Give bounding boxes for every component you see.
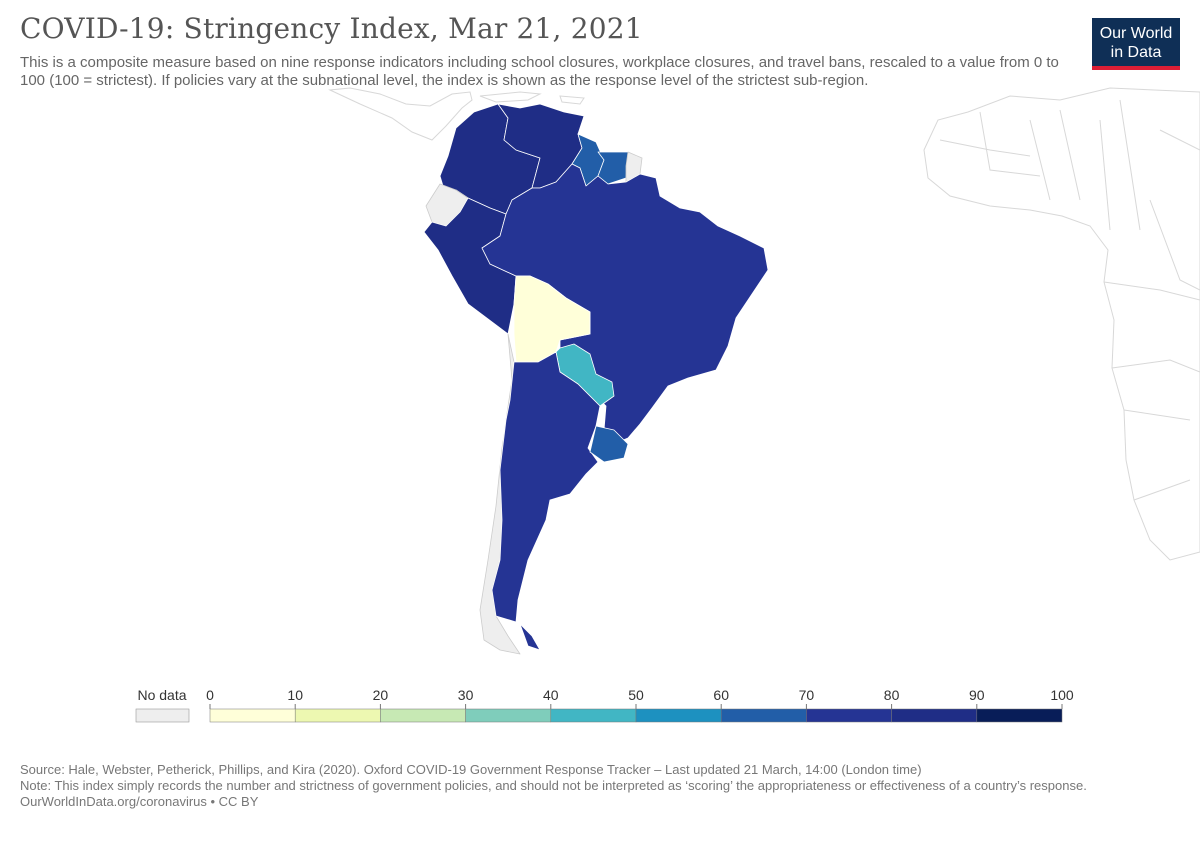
chart-subtitle: This is a composite measure based on nin… xyxy=(20,54,1059,89)
country-bolivia xyxy=(513,275,591,363)
legend-no-data-label: No data xyxy=(137,687,186,703)
legend-bin-4 xyxy=(550,708,637,723)
legend-tick-label-2: 20 xyxy=(373,687,389,703)
legend-bin-1 xyxy=(294,708,381,723)
legend-tick-label-0: 0 xyxy=(206,687,214,703)
country-argentina xyxy=(491,351,601,651)
context-landmasses xyxy=(328,87,1200,561)
legend-bin-0 xyxy=(209,708,296,723)
legend-tick-label-8: 80 xyxy=(884,687,900,703)
logo-line-2: in Data xyxy=(1110,44,1162,61)
caribbean-islands xyxy=(479,91,585,105)
legend-no-data-swatch xyxy=(135,708,190,723)
legend-bin-6 xyxy=(720,708,807,723)
legend-tick-label-5: 50 xyxy=(628,687,644,703)
legend-tick-label-7: 70 xyxy=(799,687,815,703)
footer-url[interactable]: OurWorldInData.org/coronavirus • CC BY xyxy=(20,794,259,809)
chart-title: COVID-19: Stringency Index, Mar 21, 2021 xyxy=(20,12,643,45)
legend-tick-label-1: 10 xyxy=(287,687,303,703)
owid-logo[interactable]: Our World in Data xyxy=(1092,18,1180,70)
legend-bin-2 xyxy=(380,708,466,723)
legend-bin-5 xyxy=(635,708,722,723)
legend-tick-label-6: 60 xyxy=(713,687,729,703)
legend-bin-7 xyxy=(806,708,892,723)
africa-outline xyxy=(923,87,1200,561)
legend-bin-3 xyxy=(465,708,552,723)
africa-borders xyxy=(939,99,1200,501)
source-text: Source: Hale, Webster, Petherick, Philli… xyxy=(20,762,922,777)
legend-tick-label-9: 90 xyxy=(969,687,985,703)
legend-bin-8 xyxy=(891,708,978,723)
legend-tick-label-3: 30 xyxy=(458,687,474,703)
chart-footer: Source: Hale, Webster, Petherick, Philli… xyxy=(20,762,1180,810)
central-america-outline xyxy=(328,87,473,141)
country-shapes xyxy=(423,103,769,655)
country-uruguay xyxy=(589,425,629,463)
legend-tick-label-4: 40 xyxy=(543,687,559,703)
logo-line-1: Our World xyxy=(1099,25,1173,42)
note-text: Note: This index simply records the numb… xyxy=(20,778,1087,793)
legend-bin-9 xyxy=(976,708,1063,723)
legend-tick-label-10: 100 xyxy=(1050,687,1074,703)
